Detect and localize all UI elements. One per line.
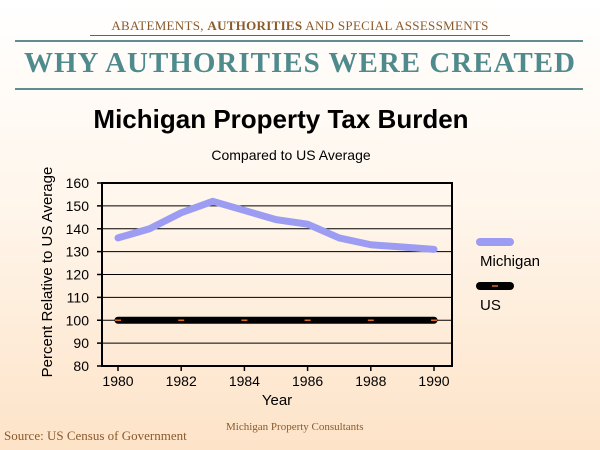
y-axis-label: Percent Relative to US Average [39, 167, 56, 378]
footer-source: Source: US Census of Government [4, 428, 187, 443]
y-tick-label-150: 150 [66, 198, 90, 214]
y-axis: 80 90 100 110 120 130 140 150 160 [66, 175, 102, 374]
header-rule-top [15, 40, 583, 42]
x-tick-label-1986: 1986 [292, 373, 323, 389]
y-tick-label-130: 130 [66, 244, 90, 260]
x-tick-label-1980: 1980 [102, 373, 133, 389]
y-tick-label-140: 140 [66, 221, 90, 237]
x-axis-label: Year [262, 392, 292, 409]
header-subtitle-pre: ABATEMENTS, [111, 18, 208, 33]
header-subtitle-bold: AUTHORITIES [207, 18, 303, 33]
header-subtitle: ABATEMENTS, AUTHORITIES AND SPECIAL ASSE… [0, 18, 600, 34]
y-tick-label-80: 80 [73, 358, 89, 374]
y-tick-label-120: 120 [66, 267, 90, 283]
footer-credit: Michigan Property Consultants [226, 421, 364, 433]
legend-label-michigan: Michigan [480, 253, 540, 270]
x-tick-label-1984: 1984 [229, 373, 260, 389]
y-tick-label-110: 110 [67, 289, 90, 305]
legend-label-us: US [480, 297, 501, 314]
header-rule-bottom [15, 88, 583, 90]
header-underline [90, 35, 510, 36]
chart-title: Michigan Property Tax Burden [93, 104, 469, 134]
y-tick-label-160: 160 [66, 175, 90, 191]
header-subtitle-post: AND SPECIAL ASSESSMENTS [302, 18, 489, 33]
y-tick-label-100: 100 [66, 312, 90, 328]
x-tick-label-1982: 1982 [166, 373, 197, 389]
chart-legend: Michigan US [476, 238, 540, 314]
chart-series [114, 197, 438, 324]
series-line-michigan [114, 197, 438, 253]
page-title: WHY AUTHORITIES WERE CREATED [24, 47, 576, 79]
x-axis: 1980 1982 1984 1986 1988 1990 [102, 366, 450, 389]
y-tick-label-90: 90 [73, 335, 89, 351]
chart-subtitle: Compared to US Average [211, 147, 370, 163]
x-tick-label-1990: 1990 [418, 373, 449, 389]
x-tick-label-1988: 1988 [355, 373, 386, 389]
